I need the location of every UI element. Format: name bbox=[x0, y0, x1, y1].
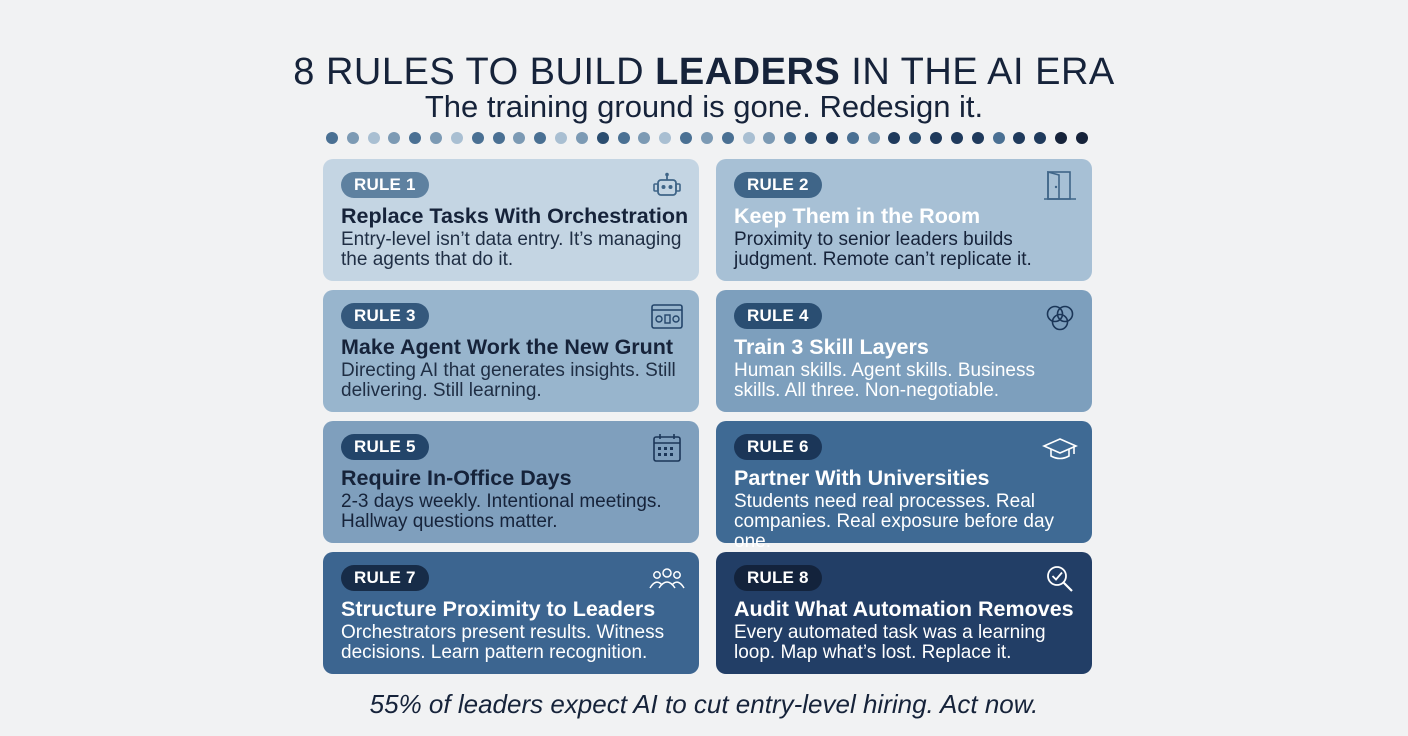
rule-title: Partner With Universities bbox=[734, 466, 990, 490]
divider-dot bbox=[430, 132, 443, 144]
divider-dot bbox=[659, 132, 672, 144]
rule-card-2: RULE 2 Keep Them in the Room Proximity to … bbox=[716, 159, 1092, 281]
rule-badge: RULE 4 bbox=[734, 303, 822, 329]
divider-dot bbox=[1075, 132, 1088, 144]
door-icon bbox=[1042, 170, 1078, 201]
divider-dot bbox=[825, 132, 838, 144]
divider-dot bbox=[909, 132, 922, 144]
rule-description: Directing AI that generates insights. St… bbox=[341, 360, 676, 401]
rule-description: 2-3 days weekly. Intentional meetings. H… bbox=[341, 491, 662, 532]
divider-dot bbox=[492, 132, 505, 144]
divider-dot bbox=[700, 132, 713, 144]
divider-dot bbox=[388, 132, 401, 144]
divider-dot bbox=[1054, 132, 1067, 144]
divider-dot bbox=[617, 132, 630, 144]
magnifier-check-icon bbox=[1042, 564, 1078, 594]
rule-card-3: RULE 3 Make Agent Work the New Grunt Direc… bbox=[323, 290, 699, 412]
divider-dot bbox=[638, 132, 651, 144]
divider-dot bbox=[367, 132, 380, 144]
page-subtitle: The training ground is gone. Redesign it… bbox=[424, 89, 984, 124]
divider-dot bbox=[471, 132, 484, 144]
rule-badge: RULE 6 bbox=[734, 434, 822, 460]
rule-card-1: RULE 1 Replace Tasks With Orchestration En… bbox=[323, 159, 699, 281]
rule-badge: RULE 8 bbox=[734, 565, 822, 591]
footer-note: 55% of leaders expect AI to cut entry-le… bbox=[369, 689, 1039, 719]
divider-dot bbox=[930, 132, 943, 144]
rule-card-4: RULE 4 Train 3 Skill Layers Human skills. … bbox=[716, 290, 1092, 412]
divider-dot bbox=[888, 132, 901, 144]
rule-title: Keep Them in the Room bbox=[734, 204, 981, 228]
calendar-icon bbox=[649, 433, 685, 463]
divider-dot bbox=[534, 132, 547, 144]
divider-dot bbox=[763, 132, 776, 144]
divider-dot bbox=[950, 132, 963, 144]
title-bold: LEADERS bbox=[655, 51, 841, 93]
divider-dot bbox=[992, 132, 1005, 144]
divider-dot bbox=[867, 132, 880, 144]
divider-dot bbox=[971, 132, 984, 144]
divider-dot bbox=[742, 132, 755, 144]
robot-icon bbox=[649, 171, 685, 201]
divider-dot bbox=[409, 132, 422, 144]
divider-dot bbox=[450, 132, 463, 144]
rule-description: Orchestrators present results. Witness d… bbox=[341, 622, 665, 663]
rule-description: Proximity to senior leaders builds judgm… bbox=[734, 229, 1032, 270]
divider-dot bbox=[346, 132, 359, 144]
rule-card-6: RULE 6 Partner With Universities Students … bbox=[716, 421, 1092, 552]
rule-description: Every automated task was a learning loop… bbox=[734, 622, 1046, 663]
rule-title: Audit What Automation Removes bbox=[734, 597, 1074, 621]
dot-divider bbox=[326, 131, 1088, 145]
rule-card-5: RULE 5 Require In-Office Days 2-3 days wee… bbox=[323, 421, 699, 543]
title-post: IN THE AI ERA bbox=[840, 51, 1115, 93]
divider-dot bbox=[680, 132, 693, 144]
graduation-cap-icon bbox=[1042, 433, 1078, 463]
rule-title: Structure Proximity to Leaders bbox=[341, 597, 656, 621]
rule-description: Students need real processes. Real compa… bbox=[734, 491, 1055, 552]
divider-dot bbox=[805, 132, 818, 144]
divider-dot bbox=[596, 132, 609, 144]
page-title: 8 RULES TO BUILD LEADERS IN THE AI ERA bbox=[0, 50, 1408, 94]
divider-dot bbox=[555, 132, 568, 144]
rule-badge: RULE 5 bbox=[341, 434, 429, 460]
rule-badge: RULE 7 bbox=[341, 565, 429, 591]
venn-icon bbox=[1042, 302, 1078, 332]
divider-dot bbox=[846, 132, 859, 144]
people-icon bbox=[649, 564, 685, 594]
divider-dot bbox=[784, 132, 797, 144]
rule-badge: RULE 1 bbox=[341, 172, 429, 198]
rule-title: Train 3 Skill Layers bbox=[734, 335, 929, 359]
divider-dot bbox=[721, 132, 734, 144]
rule-title: Make Agent Work the New Grunt bbox=[341, 335, 674, 359]
rule-card-7: RULE 7 Structure Proximity to Leaders Orch… bbox=[323, 552, 699, 674]
rule-badge: RULE 3 bbox=[341, 303, 429, 329]
rule-badge: RULE 2 bbox=[734, 172, 822, 198]
rule-card-8: RULE 8 Audit What Automation Removes Every… bbox=[716, 552, 1092, 674]
dashboard-icon bbox=[649, 302, 685, 332]
divider-dot bbox=[326, 132, 338, 144]
title-pre: 8 RULES TO BUILD bbox=[293, 51, 656, 93]
rule-description: Entry-level isn’t data entry. It’s manag… bbox=[341, 229, 682, 270]
divider-dot bbox=[1013, 132, 1026, 144]
divider-dot bbox=[1034, 132, 1047, 144]
divider-dot bbox=[575, 132, 588, 144]
rule-title: Replace Tasks With Orchestration bbox=[341, 204, 689, 228]
divider-dot bbox=[513, 132, 526, 144]
rule-description: Human skills. Agent skills. Business ski… bbox=[734, 360, 1035, 401]
rule-title: Require In-Office Days bbox=[341, 466, 572, 490]
